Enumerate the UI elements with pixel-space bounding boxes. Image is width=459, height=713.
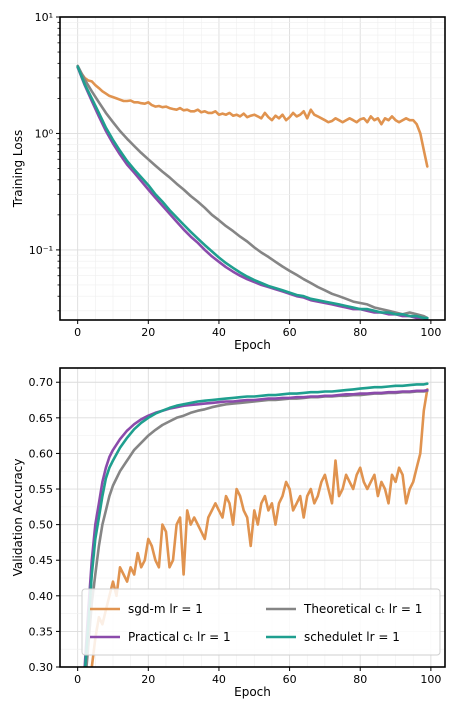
- loss-series-line-2: [76, 66, 429, 320]
- acc-xtick-label: 20: [141, 673, 155, 686]
- loss-xtick-label: 100: [420, 326, 441, 339]
- acc-series-line-3: [83, 382, 429, 667]
- validation-accuracy-panel: 0 20 40 60 80 100 0.30 0.35 0.40 0.45 0.50 0.55 0.60…: [11, 367, 446, 699]
- loss-xlabel: Epoch: [234, 338, 271, 352]
- acc-ylabel: Validation Accuracy: [11, 459, 25, 577]
- acc-ytick-label: 0.35: [29, 625, 54, 638]
- loss-xtick-label: 40: [212, 326, 226, 339]
- loss-ytick-label: 10¹: [35, 11, 53, 24]
- loss-grid: [60, 17, 445, 320]
- acc-ytick-label: 0.55: [29, 483, 54, 496]
- acc-legend-label-2: Practical cₜ lr = 1: [128, 630, 231, 644]
- loss-xtick-label: 80: [353, 326, 367, 339]
- acc-xtick-label: 80: [353, 673, 367, 686]
- acc-xlabel: Epoch: [234, 685, 271, 699]
- loss-series-group: [76, 64, 429, 320]
- acc-ytick-label: 0.45: [29, 554, 54, 567]
- acc-series-line-0: [90, 388, 429, 667]
- acc-xtick-label: 40: [212, 673, 226, 686]
- loss-series-line-0: [76, 66, 429, 168]
- loss-ylabel: Training Loss: [11, 130, 25, 208]
- loss-ytick-label: 10⁰: [35, 127, 54, 140]
- acc-ytick-label: 0.40: [29, 590, 54, 603]
- acc-ytick-label: 0.65: [29, 412, 54, 425]
- acc-xtick-label: 0: [74, 673, 81, 686]
- acc-legend-box: [81, 588, 441, 656]
- acc-legend-label-1: Theoretical cₜ lr = 1: [303, 602, 422, 616]
- loss-series-line-3: [76, 65, 429, 320]
- loss-series-line-1: [76, 64, 429, 320]
- loss-ytick-label: 10⁻¹: [29, 244, 53, 257]
- acc-ytick-label: 0.30: [29, 661, 54, 674]
- acc-legend-label-0: sgd-m lr = 1: [128, 602, 203, 616]
- acc-ytick-label: 0.70: [29, 376, 54, 389]
- acc-xtick-label: 100: [420, 673, 441, 686]
- training-loss-panel: 0 20 40 60 80 100 10⁻¹ 10⁰ 10¹ Epoch Training Loss: [11, 11, 446, 352]
- acc-ytick-label: 0.50: [29, 519, 54, 532]
- acc-series-line-2: [83, 388, 429, 667]
- loss-xtick-label: 60: [283, 326, 297, 339]
- acc-axes-frame: [59, 367, 446, 668]
- acc-legend: sgd-m lr = 1 Theoretical cₜ lr = 1 Practic…: [81, 588, 441, 656]
- acc-ytick-label: 0.60: [29, 447, 54, 460]
- loss-xtick-label: 20: [141, 326, 155, 339]
- acc-legend-label-3: schedulet lr = 1: [304, 630, 400, 644]
- acc-xtick-label: 60: [283, 673, 297, 686]
- loss-xtick-label: 0: [74, 326, 81, 339]
- acc-series-group: [83, 382, 429, 667]
